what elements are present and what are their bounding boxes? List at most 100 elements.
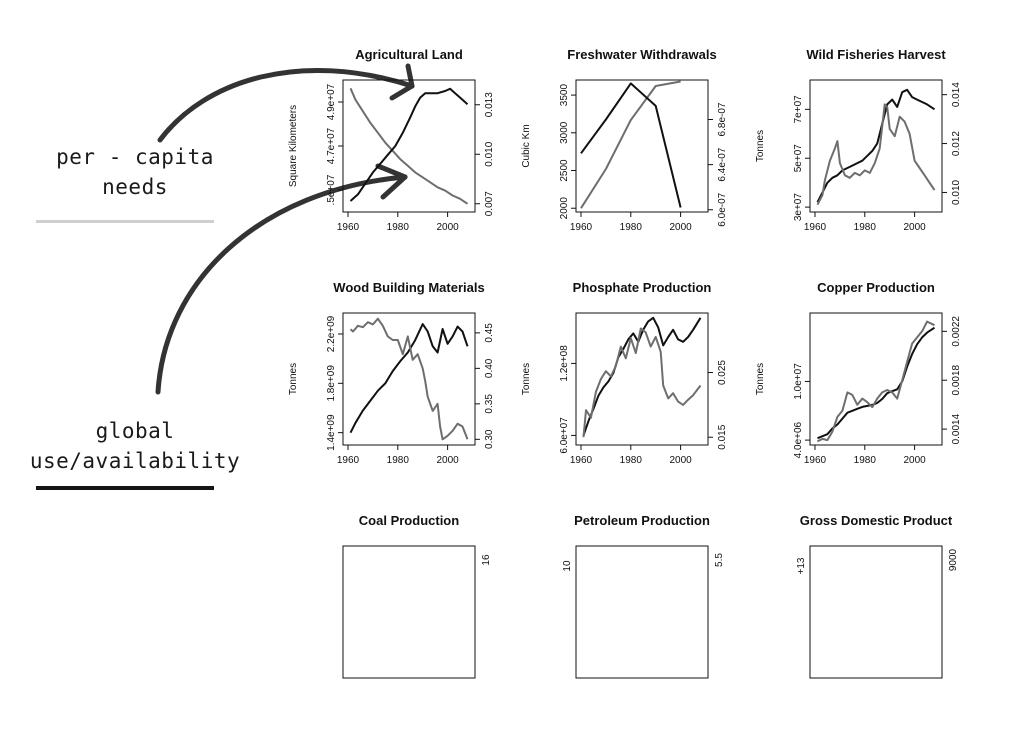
plot-frame — [575, 79, 709, 213]
plot-frame — [575, 312, 709, 446]
y-right-tick-label: 0.012 — [951, 131, 962, 156]
y-left-tick-label: 6.0e+07 — [559, 417, 570, 454]
x-tick-label: 1980 — [854, 455, 877, 466]
x-tick-label: 2000 — [669, 222, 692, 233]
global-arrow — [155, 174, 408, 395]
chart-freshwater-withdrawals: Freshwater Withdrawals 1960 1980 2000 2000 25… — [518, 44, 753, 264]
x-tick-label: 2000 — [436, 222, 459, 233]
chart-svg: Freshwater Withdrawals 1960 1980 2000 2000 25… — [521, 47, 728, 233]
plot-frame — [342, 79, 476, 213]
plot-frame — [809, 79, 943, 213]
y-left-tick-label: 7e+07 — [793, 95, 804, 124]
y-right-tick-label: 5.5 — [714, 553, 725, 567]
series-line — [816, 103, 936, 206]
x-tick-label: 2000 — [903, 222, 926, 233]
y-right-tick-label: 0.007 — [484, 191, 495, 216]
x-tick-label: 1980 — [387, 455, 410, 466]
chart-svg: Copper Production 1960 1980 2000 4.0e+06 1.0e… — [755, 280, 962, 466]
y-left-tick-label: 4.9e+07 — [326, 83, 337, 120]
plot-frame — [809, 312, 943, 446]
chart-svg: Wild Fisheries Harvest 1960 1980 2000 3e+07 5… — [755, 47, 962, 233]
y-right-tick-label: 0.014 — [951, 82, 962, 107]
x-tick-label: 1960 — [804, 455, 827, 466]
y-left-tick-label: 1.0e+07 — [793, 363, 804, 400]
chart-wild-fisheries-harvest: Wild Fisheries Harvest 1960 1980 2000 3e+07 5… — [752, 44, 987, 264]
y-left-tick-label: 1.8e+09 — [326, 365, 337, 402]
chart-svg: Coal Production 16 — [342, 513, 492, 679]
per-capita-arrowhead-upper — [405, 63, 415, 89]
x-tick-label: 1960 — [804, 222, 827, 233]
x-tick-label: 1960 — [337, 222, 360, 233]
series-line — [582, 316, 702, 436]
y-left-tick-label: 1.4e+09 — [326, 414, 337, 451]
y-left-tick-label: 2500 — [559, 159, 570, 182]
y-right-tick-label: 0.45 — [484, 323, 495, 343]
chart-phosphate-production: Phosphate Production 1960 1980 2000 6.0e+07 1… — [518, 277, 753, 497]
chart-title: Petroleum Production — [574, 513, 710, 528]
chart-coal-production: Coal Production 16 — [285, 510, 520, 730]
y-right-tick-label: 0.35 — [484, 394, 495, 414]
annotation-arrows — [155, 63, 415, 395]
x-tick-label: 1980 — [854, 222, 877, 233]
plot-frame — [809, 545, 943, 679]
chart-title: Wood Building Materials — [333, 280, 484, 295]
chart-title: Agricultural Land — [355, 47, 463, 62]
global-arrowhead-lower — [380, 174, 408, 200]
y-right-tick-label: 0.010 — [484, 141, 495, 166]
y-right-tick-label: 0.025 — [717, 360, 728, 385]
chart-svg: Petroleum Production 10 5.5 — [562, 513, 725, 679]
per-capita-needs-label: per - capita needs — [40, 142, 230, 202]
series-line — [349, 317, 469, 441]
y-right-tick-label: 0.015 — [717, 424, 728, 449]
y-left-tick-label: 2000 — [559, 197, 570, 220]
global-label-line2: use/availability — [29, 449, 241, 473]
chart-title: Coal Production — [359, 513, 459, 528]
global-underline — [36, 486, 214, 490]
y-right-tick-label: 6.4e-07 — [717, 147, 728, 181]
series-line — [349, 87, 469, 202]
chart-title: Wild Fisheries Harvest — [806, 47, 946, 62]
chart-wood-building-materials: Wood Building Materials 1960 1980 2000 1.4e+… — [285, 277, 520, 497]
y-left-tick-label: .5e+07 — [326, 174, 337, 205]
chart-svg: Phosphate Production 1960 1980 2000 6.0e+07 1… — [521, 280, 728, 466]
chart-gross-domestic-product: Gross Domestic Product +13 9000 — [752, 510, 987, 730]
chart-copper-production: Copper Production 1960 1980 2000 4.0e+06 1.0e… — [752, 277, 987, 497]
x-tick-label: 1960 — [570, 222, 593, 233]
chart-svg: Agricultural Land 1960 1980 2000 .5e+07 4.7e+… — [288, 47, 495, 233]
y-right-tick-label: 6.0e-07 — [717, 192, 728, 226]
series-line — [349, 87, 469, 205]
x-tick-label: 1980 — [620, 455, 643, 466]
y-left-tick-label: 4.0e+06 — [793, 421, 804, 458]
series-line — [816, 88, 936, 203]
y-left-tick-label: 3000 — [559, 121, 570, 144]
x-tick-label: 1960 — [337, 455, 360, 466]
chart-title: Freshwater Withdrawals — [567, 47, 716, 62]
y-axis-label: Square Kilometers — [288, 105, 299, 187]
y-left-tick-label: 2.2e+09 — [326, 315, 337, 352]
y-left-tick-label: 4.7e+07 — [326, 127, 337, 164]
y-right-tick-label: 0.0014 — [951, 413, 962, 444]
y-right-tick-label: 0.0018 — [951, 364, 962, 395]
x-tick-label: 2000 — [903, 455, 926, 466]
global-arrowhead-upper — [375, 163, 408, 180]
y-axis-label: Tonnes — [288, 363, 299, 395]
y-left-tick-label: 10 — [562, 560, 573, 572]
y-right-tick-label: 0.010 — [951, 179, 962, 204]
y-right-tick-label: 0.40 — [484, 358, 495, 378]
global-use-label: global use/availability — [20, 416, 250, 476]
global-label-line1: global — [95, 419, 175, 443]
plot-frame — [342, 545, 476, 679]
per-capita-label-line2: needs — [102, 175, 168, 199]
per-capita-underline — [36, 220, 214, 223]
y-right-tick-label: 9000 — [948, 548, 959, 571]
plot-frame — [342, 312, 476, 446]
chart-svg: Wood Building Materials 1960 1980 2000 1.4e+… — [288, 280, 495, 466]
y-left-tick-label: +13 — [796, 557, 807, 574]
per-capita-arrow — [157, 68, 415, 143]
x-tick-label: 1960 — [570, 455, 593, 466]
chart-title: Copper Production — [817, 280, 935, 295]
y-left-tick-label: 3500 — [559, 84, 570, 107]
chart-title: Phosphate Production — [573, 280, 712, 295]
series-line — [580, 82, 682, 208]
series-line — [349, 323, 469, 434]
